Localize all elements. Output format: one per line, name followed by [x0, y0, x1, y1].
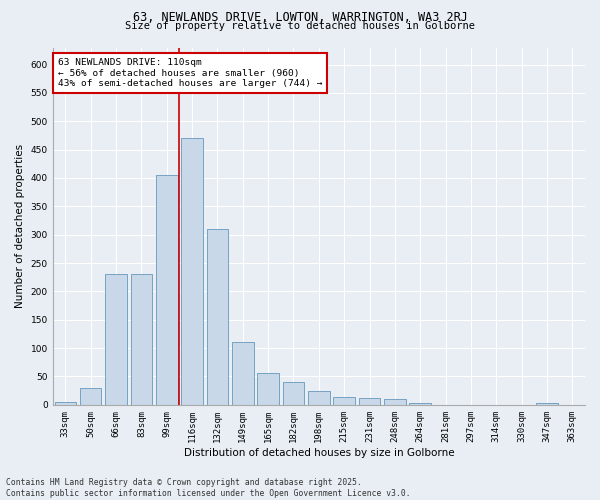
Bar [308, 390, 329, 405]
Bar [536, 402, 558, 405]
Bar [156, 175, 178, 405]
Text: 63, NEWLANDS DRIVE, LOWTON, WARRINGTON, WA3 2RJ: 63, NEWLANDS DRIVE, LOWTON, WARRINGTON, … [133, 11, 467, 24]
Text: Contains HM Land Registry data © Crown copyright and database right 2025.
Contai: Contains HM Land Registry data © Crown c… [6, 478, 410, 498]
Bar [55, 402, 76, 405]
Bar [80, 388, 101, 405]
Bar [232, 342, 254, 405]
Bar [105, 274, 127, 405]
Bar [359, 398, 380, 405]
Y-axis label: Number of detached properties: Number of detached properties [15, 144, 25, 308]
Bar [283, 382, 304, 405]
X-axis label: Distribution of detached houses by size in Golborne: Distribution of detached houses by size … [184, 448, 454, 458]
Bar [181, 138, 203, 405]
Bar [409, 402, 431, 405]
Bar [334, 397, 355, 405]
Bar [257, 372, 279, 405]
Bar [206, 229, 228, 405]
Text: 63 NEWLANDS DRIVE: 110sqm
← 56% of detached houses are smaller (960)
43% of semi: 63 NEWLANDS DRIVE: 110sqm ← 56% of detac… [58, 58, 322, 88]
Text: Size of property relative to detached houses in Golborne: Size of property relative to detached ho… [125, 21, 475, 31]
Bar [131, 274, 152, 405]
Bar [384, 399, 406, 405]
